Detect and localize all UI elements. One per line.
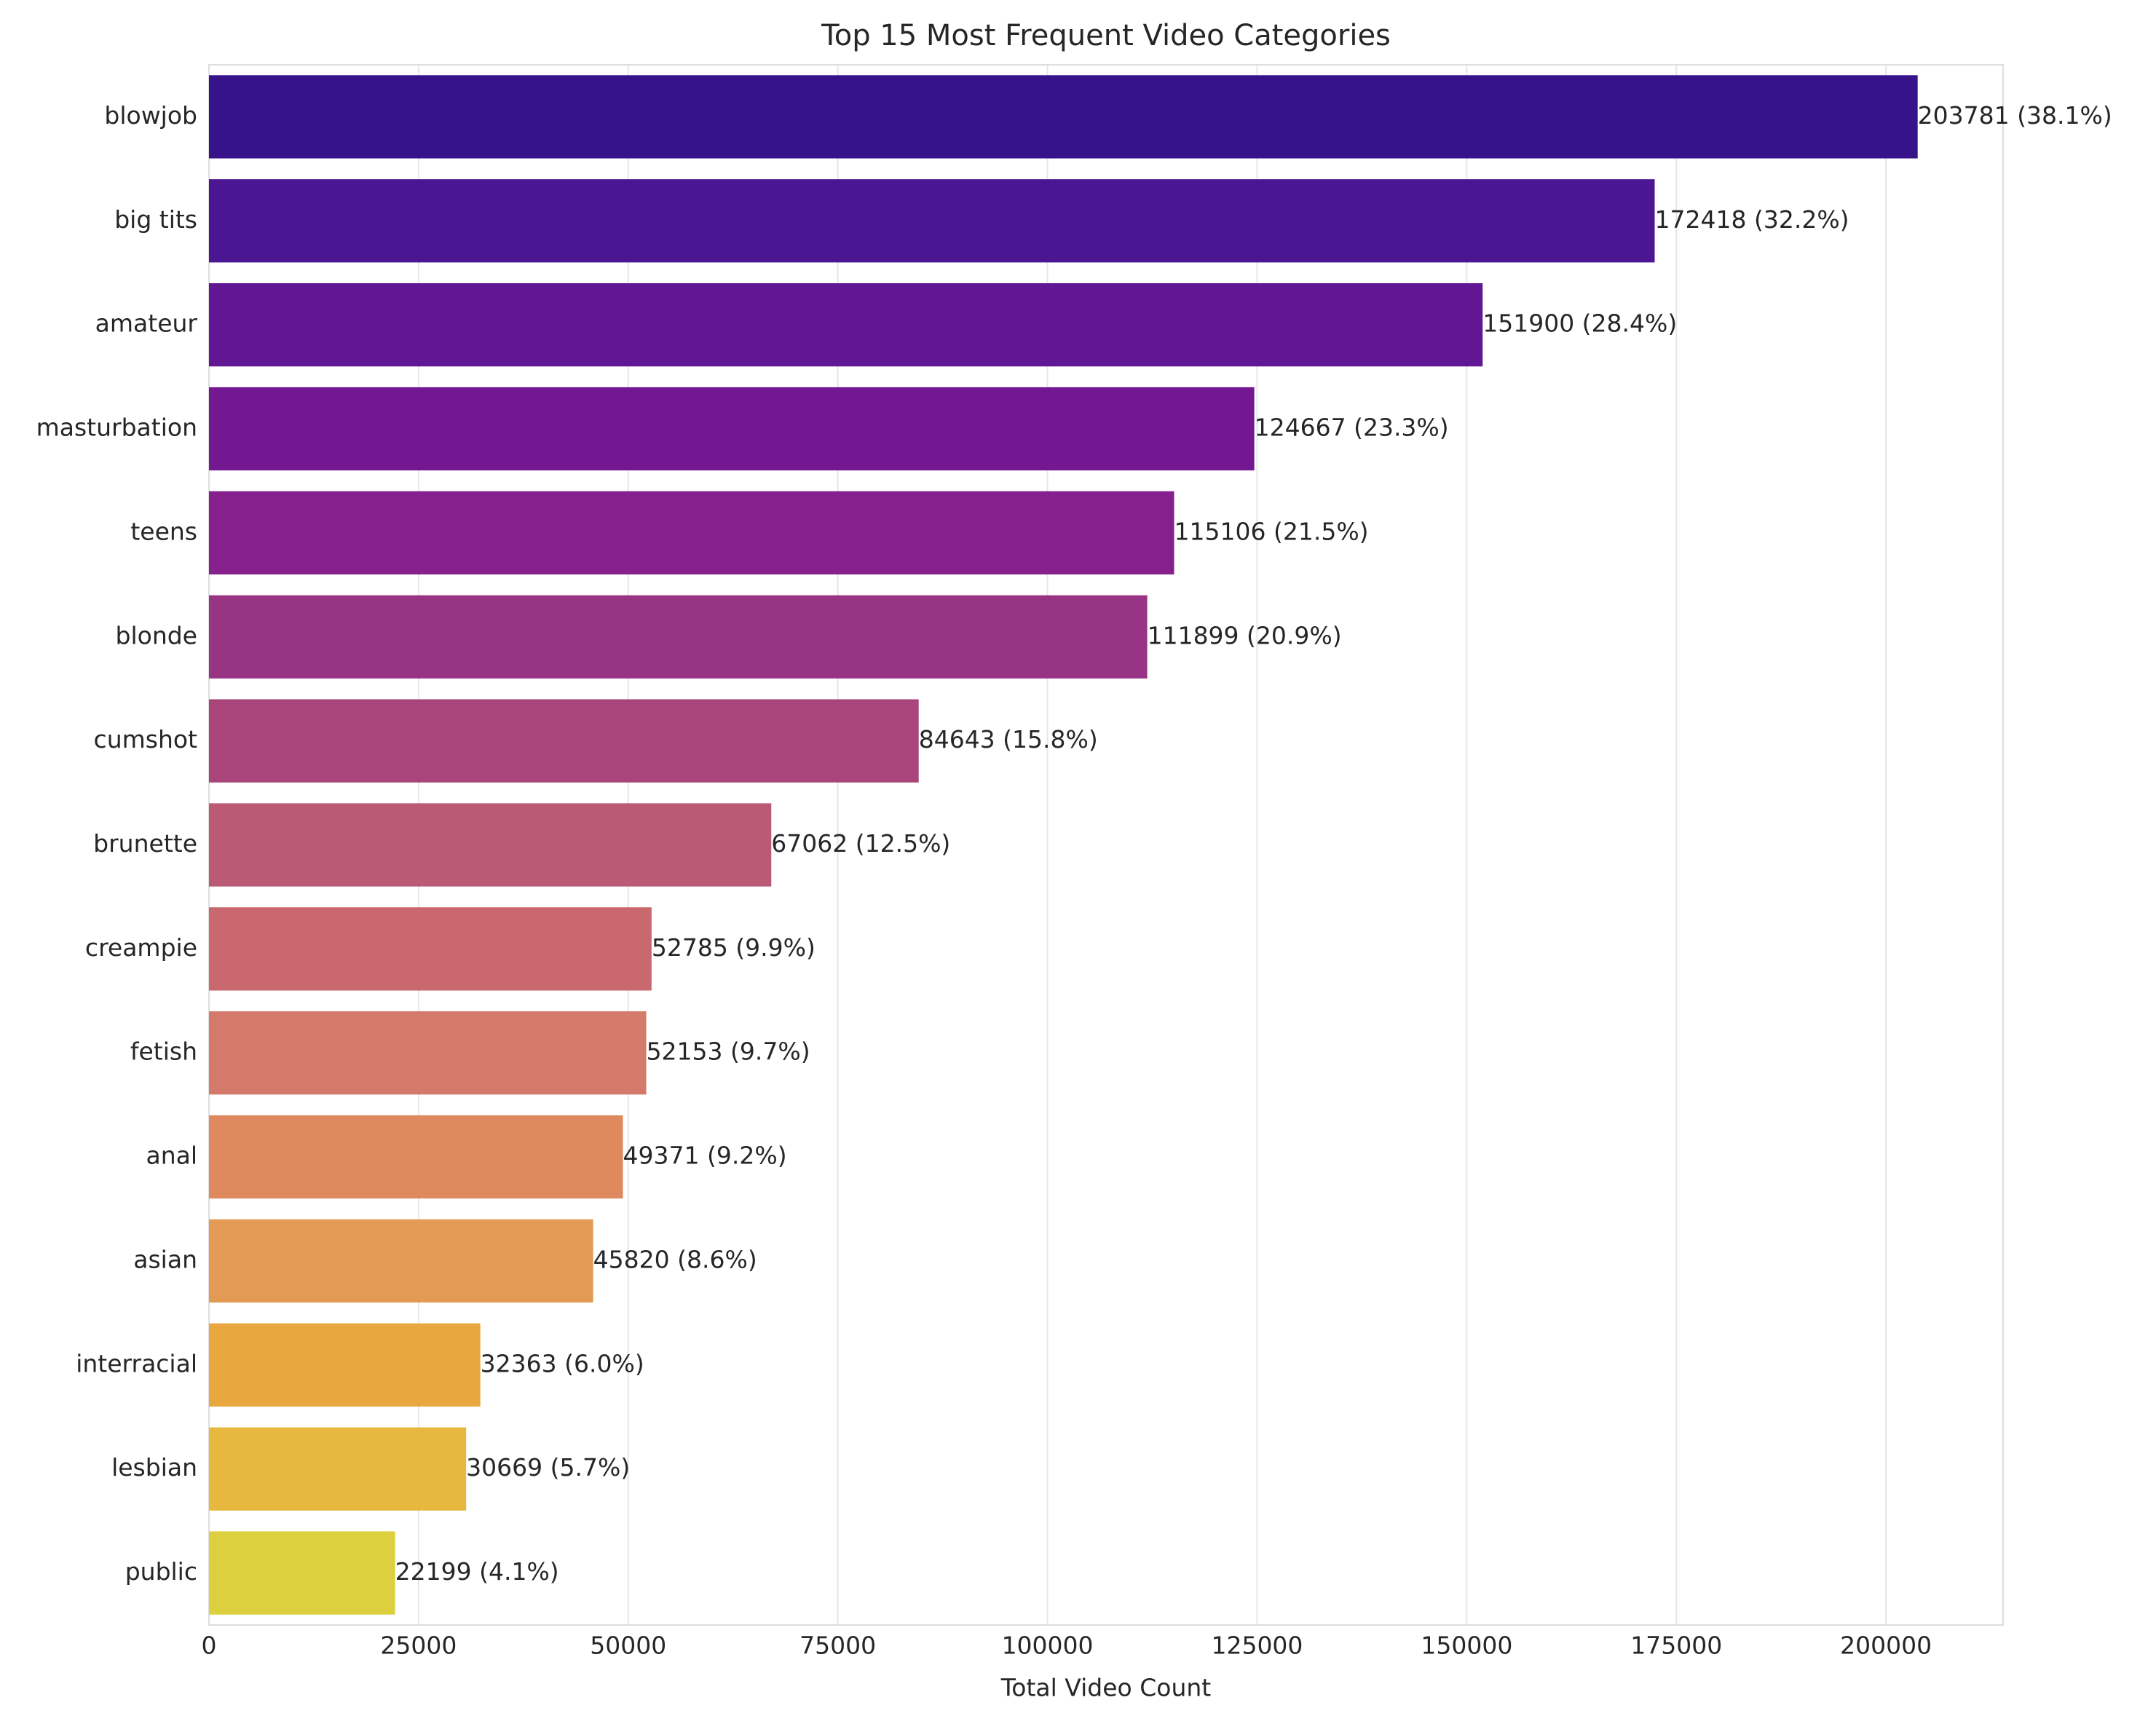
- y-tick-label: teens: [130, 517, 197, 545]
- bar: [209, 907, 652, 991]
- y-tick-label: masturbation: [36, 414, 197, 442]
- y-tick-label: creampie: [85, 933, 197, 962]
- x-axis-label: Total Video Count: [1000, 1674, 1212, 1702]
- y-tick-label: cumshot: [94, 725, 198, 754]
- value-label: 111899 (20.9%): [1148, 621, 1342, 649]
- bar: [209, 491, 1174, 575]
- x-tick-label: 75000: [799, 1632, 876, 1660]
- value-label: 84643 (15.8%): [919, 725, 1098, 754]
- y-tick-label: asian: [133, 1245, 197, 1273]
- y-tick-label: interracial: [76, 1349, 197, 1377]
- value-label: 52785 (9.9%): [652, 933, 816, 962]
- x-tick-label: 125000: [1211, 1632, 1303, 1660]
- x-tick-label: 25000: [380, 1632, 457, 1660]
- value-label: 45820 (8.6%): [593, 1245, 757, 1273]
- value-label: 203781 (38.1%): [1918, 101, 2112, 130]
- x-tick-label: 175000: [1630, 1632, 1722, 1660]
- chart-title: Top 15 Most Frequent Video Categories: [821, 19, 1391, 52]
- y-tick-label: anal: [146, 1142, 197, 1170]
- value-label: 115106 (21.5%): [1174, 517, 1369, 545]
- value-label: 22199 (4.1%): [395, 1557, 559, 1586]
- y-tick-label: brunette: [93, 829, 197, 858]
- value-label: 124667 (23.3%): [1255, 414, 1449, 442]
- value-label: 67062 (12.5%): [771, 829, 950, 858]
- y-tick-label: big tits: [114, 205, 197, 234]
- bar: [209, 1427, 467, 1511]
- value-label: 49371 (9.2%): [623, 1142, 787, 1170]
- bar: [209, 699, 919, 783]
- value-label: 151900 (28.4%): [1482, 309, 1677, 338]
- x-tick-label: 150000: [1421, 1632, 1512, 1660]
- y-tick-label: blonde: [116, 621, 197, 649]
- value-label: 52153 (9.7%): [647, 1037, 810, 1066]
- bar: [209, 1115, 623, 1199]
- y-tick-label: blowjob: [104, 101, 197, 130]
- y-tick-label: lesbian: [111, 1453, 197, 1482]
- x-tick-label: 100000: [1002, 1632, 1094, 1660]
- y-tick-label: fetish: [130, 1037, 197, 1066]
- bar: [209, 179, 1655, 263]
- bar: [209, 1219, 593, 1303]
- value-label: 30669 (5.7%): [466, 1453, 630, 1482]
- x-tick-label: 200000: [1840, 1632, 1932, 1660]
- bar: [209, 595, 1148, 679]
- value-label: 172418 (32.2%): [1655, 205, 1849, 234]
- bar: [209, 387, 1255, 471]
- x-tick-label: 50000: [590, 1632, 666, 1660]
- bar: [209, 75, 1918, 159]
- bar: [209, 1323, 481, 1407]
- value-label: 32363 (6.0%): [481, 1349, 644, 1377]
- bar: [209, 283, 1483, 367]
- bar: [209, 1011, 647, 1095]
- x-tick-label: 0: [202, 1632, 217, 1660]
- bar: [209, 803, 772, 887]
- y-tick-label: amateur: [95, 309, 198, 338]
- bar: [209, 1531, 395, 1615]
- y-tick-label: public: [125, 1557, 197, 1586]
